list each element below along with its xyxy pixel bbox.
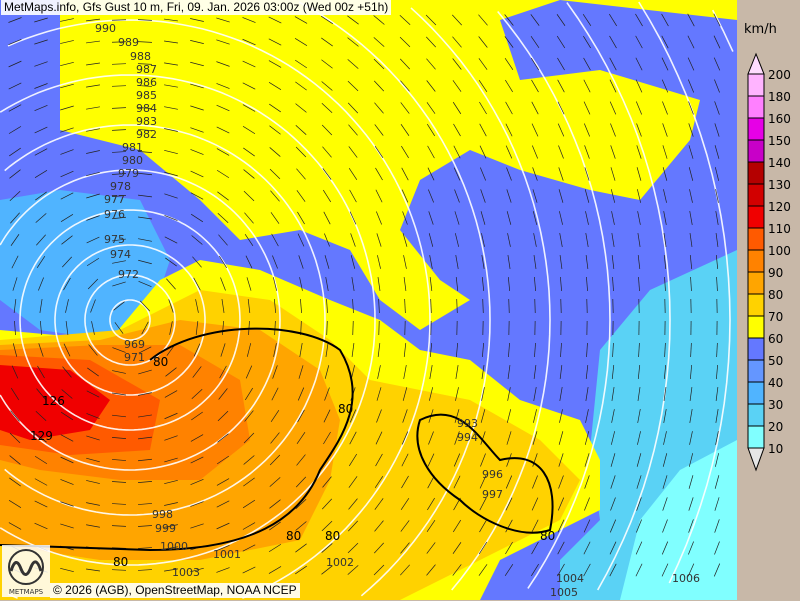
svg-text:986: 986 <box>136 76 157 89</box>
svg-text:972: 972 <box>118 268 139 281</box>
svg-text:981: 981 <box>122 141 143 154</box>
svg-text:80: 80 <box>338 402 353 416</box>
legend-label: 40 <box>768 376 783 390</box>
gust-map[interactable]: 990 989 988 987 986 985 984 983 982 981 … <box>0 0 737 600</box>
svg-text:METMAPS: METMAPS <box>9 588 44 596</box>
metmaps-logo: METMAPS <box>2 545 50 597</box>
svg-text:1004: 1004 <box>556 572 584 585</box>
legend-label: 50 <box>768 354 783 368</box>
legend-label: 120 <box>768 200 791 214</box>
svg-text:969: 969 <box>124 338 145 351</box>
svg-text:1002: 1002 <box>326 556 354 569</box>
legend-swatch <box>748 228 764 250</box>
svg-text:1001: 1001 <box>213 548 241 561</box>
svg-text:976: 976 <box>104 208 125 221</box>
legend-swatch <box>748 294 764 316</box>
svg-text:980: 980 <box>122 154 143 167</box>
svg-text:984: 984 <box>136 102 157 115</box>
svg-text:80: 80 <box>113 555 128 569</box>
svg-text:987: 987 <box>136 63 157 76</box>
svg-text:1006: 1006 <box>672 572 700 585</box>
legend-swatch <box>748 272 764 294</box>
svg-text:80: 80 <box>540 529 555 543</box>
svg-text:989: 989 <box>118 36 139 49</box>
svg-text:1003: 1003 <box>172 566 200 579</box>
svg-text:994: 994 <box>457 431 478 444</box>
svg-text:126: 126 <box>42 394 65 408</box>
svg-text:996: 996 <box>482 468 503 481</box>
svg-text:998: 998 <box>152 508 173 521</box>
legend-swatch <box>748 206 764 228</box>
legend-colorbar: 200 180 160 150 140 130 120 110 100 90 80 70 60 50 40 3… <box>737 0 800 600</box>
svg-text:983: 983 <box>136 115 157 128</box>
legend-label: 150 <box>768 134 791 148</box>
svg-text:1000: 1000 <box>160 540 188 553</box>
legend-label: 90 <box>768 266 783 280</box>
legend-swatch <box>748 74 764 96</box>
svg-text:978: 978 <box>110 180 131 193</box>
svg-text:985: 985 <box>136 89 157 102</box>
legend-swatch <box>748 426 764 448</box>
svg-text:80: 80 <box>286 529 301 543</box>
svg-text:80: 80 <box>325 529 340 543</box>
legend-swatch <box>748 250 764 272</box>
svg-text:982: 982 <box>136 128 157 141</box>
legend-swatch <box>748 316 764 338</box>
legend-swatch <box>748 96 764 118</box>
svg-text:999: 999 <box>155 522 176 535</box>
copyright-notice: © 2026 (AGB), OpenStreetMap, NOAA NCEP <box>50 583 300 598</box>
svg-text:80: 80 <box>153 355 168 369</box>
svg-text:977: 977 <box>104 193 125 206</box>
legend-label: 100 <box>768 244 791 258</box>
legend-swatch <box>748 140 764 162</box>
legend-top-arrow <box>748 54 764 74</box>
legend-label: 130 <box>768 178 791 192</box>
map-title: MetMaps.info, Gfs Gust 10 m, Fri, 09. Ja… <box>1 0 391 15</box>
svg-text:993: 993 <box>457 417 478 430</box>
legend-label: 60 <box>768 332 783 346</box>
legend-swatch <box>748 162 764 184</box>
svg-text:997: 997 <box>482 488 503 501</box>
svg-text:129: 129 <box>30 429 53 443</box>
legend-label: 30 <box>768 398 783 412</box>
svg-text:974: 974 <box>110 248 131 261</box>
svg-text:971: 971 <box>124 351 145 364</box>
legend-swatch <box>748 404 764 426</box>
legend-label: 20 <box>768 420 783 434</box>
legend-label: 80 <box>768 288 783 302</box>
legend-label: 180 <box>768 90 791 104</box>
svg-text:990: 990 <box>95 22 116 35</box>
svg-text:975: 975 <box>104 233 125 246</box>
legend-swatch <box>748 338 764 360</box>
legend-swatch <box>748 360 764 382</box>
svg-text:979: 979 <box>118 167 139 180</box>
legend-label: 70 <box>768 310 783 324</box>
legend-bottom-arrow <box>748 448 764 470</box>
legend-label: 200 <box>768 68 791 82</box>
legend-label: 110 <box>768 222 791 236</box>
legend-label: 160 <box>768 112 791 126</box>
legend-swatch <box>748 184 764 206</box>
svg-text:1005: 1005 <box>550 586 578 599</box>
metmaps-logo-icon: METMAPS <box>2 545 50 597</box>
svg-text:988: 988 <box>130 50 151 63</box>
legend-swatch <box>748 382 764 404</box>
legend-label: 140 <box>768 156 791 170</box>
legend-label: 10 <box>768 442 783 456</box>
legend-swatch <box>748 118 764 140</box>
